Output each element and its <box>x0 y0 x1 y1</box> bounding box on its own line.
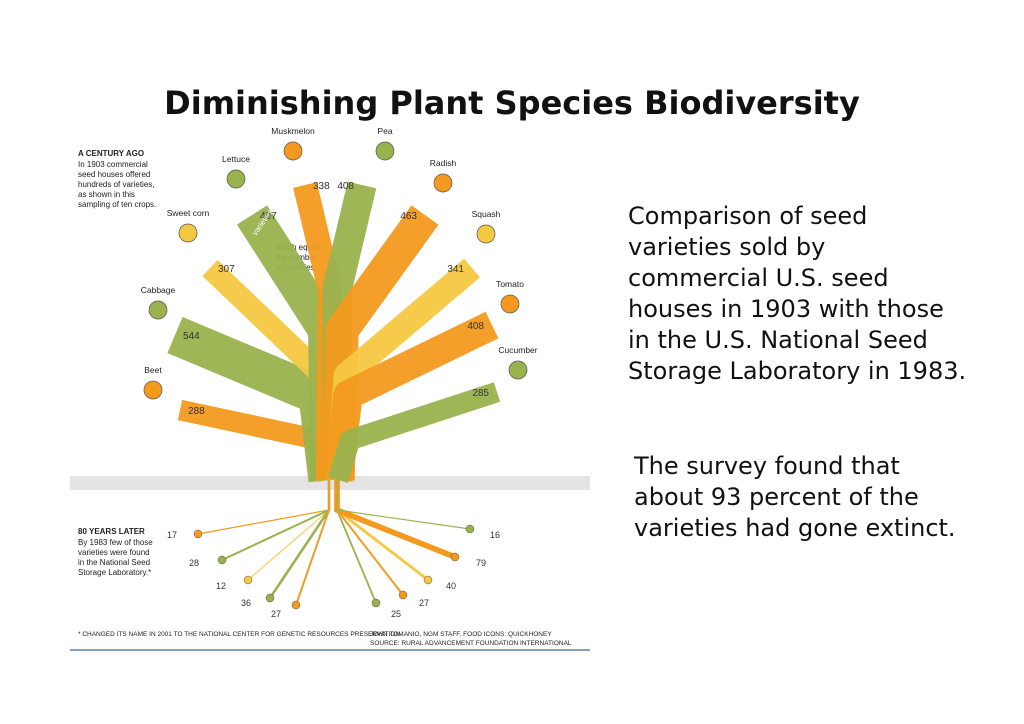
crop-icon <box>375 141 395 161</box>
branch-1983 <box>336 480 377 604</box>
value-1983: 12 <box>216 581 226 591</box>
text-line: about 93 percent of the <box>634 483 919 511</box>
value-1983: 40 <box>446 581 456 591</box>
crop-icon-small <box>193 529 203 539</box>
crop-icon <box>226 169 246 189</box>
value-1903: 338 <box>313 181 330 192</box>
value-1983: 79 <box>476 558 486 568</box>
crop-icon <box>148 300 168 320</box>
crop-icon-small <box>465 524 475 534</box>
crop-icon-small <box>398 590 408 600</box>
credit: JOHN TOMANIO, NGM STAFF. FOOD ICONS: QUI… <box>370 631 552 638</box>
crop-name: Muskmelon <box>271 126 315 136</box>
crop-icon <box>508 360 528 380</box>
crop-name: Radish <box>430 158 457 168</box>
value-1903: 288 <box>188 406 205 417</box>
value-1983: 28 <box>189 558 199 568</box>
caption: By 1983 few of those varieties were found… <box>78 538 153 577</box>
value-1903: 285 <box>472 388 489 399</box>
paragraph: Comparison of seed varieties sold by comme… <box>628 201 966 387</box>
value-1983: 16 <box>490 530 500 540</box>
paragraph: The survey found that about 93 percent of… <box>628 451 956 544</box>
text-line: The survey found that <box>634 452 900 480</box>
caption: 80 YEARS LATER <box>78 527 145 536</box>
text-line: in the U.S. National Seed <box>628 326 928 354</box>
value-1903: 408 <box>337 181 354 192</box>
crop-icon <box>143 380 163 400</box>
crop-icon-small <box>423 575 433 585</box>
crop-icon <box>178 223 198 243</box>
value-1903: 341 <box>447 264 464 275</box>
crop-name: Squash <box>472 209 501 219</box>
crop-icon-small <box>243 575 253 585</box>
crop-name: Lettuce <box>222 154 250 164</box>
source: SOURCE: RURAL ADVANCEMENT FOUNDATION INT… <box>370 640 572 647</box>
branch-1983 <box>336 480 404 596</box>
value-1903: 307 <box>218 264 235 275</box>
crop-name: Pea <box>377 126 392 136</box>
value-1983: 17 <box>167 530 177 540</box>
crop-icon-small <box>371 598 381 608</box>
crop-icon-small <box>450 552 460 562</box>
crop-icon <box>283 141 303 161</box>
text-line: varieties had gone extinct. <box>634 514 956 542</box>
value-1983: 27 <box>271 609 281 619</box>
text-line: varieties sold by <box>628 233 826 261</box>
crop-icon <box>433 173 453 193</box>
branch-1903 <box>328 382 501 483</box>
caption: In 1903 commercial seed houses offered hun… <box>78 160 156 209</box>
crop-icon <box>500 294 520 314</box>
text-line: houses in 1903 with those <box>628 295 944 323</box>
value-1903: 408 <box>467 321 484 332</box>
value-1903: 497 <box>260 211 277 222</box>
crop-name: Sweet corn <box>167 208 210 218</box>
crop-icon <box>476 224 496 244</box>
footnote: * CHANGED ITS NAME IN 2001 TO THE NATION… <box>78 631 400 638</box>
branch-1983 <box>295 480 330 606</box>
value-1983: 27 <box>419 598 429 608</box>
crop-name: Beet <box>144 365 162 375</box>
value-1983: 36 <box>241 598 251 608</box>
crop-icon-small <box>265 593 275 603</box>
crop-name: Tomato <box>496 279 524 289</box>
crop-icon-small <box>217 555 227 565</box>
value-1903: 463 <box>400 211 417 222</box>
caption: A CENTURY AGO <box>78 149 144 158</box>
text-line: Storage Laboratory in 1983. <box>628 357 967 385</box>
value-1983: 25 <box>391 609 401 619</box>
title: Diminishing Plant Species Biodiversity <box>164 84 860 122</box>
branch-1983 <box>336 480 471 530</box>
crop-icon-small <box>291 600 301 610</box>
value-1903: 544 <box>183 331 200 342</box>
text-line: commercial U.S. seed <box>628 264 889 292</box>
crop-name: Cabbage <box>141 285 176 295</box>
crop-name: Cucumber <box>498 345 537 355</box>
branch-1983 <box>268 480 331 599</box>
text-line: Comparison of seed <box>628 202 868 230</box>
